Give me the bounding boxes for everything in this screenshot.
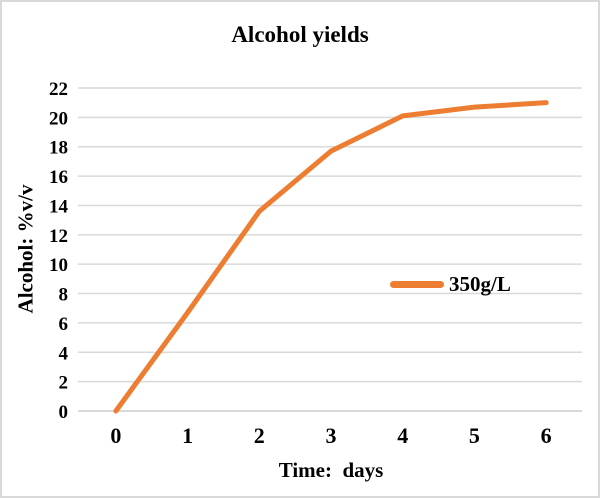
y-tick-label: 18 <box>49 138 68 159</box>
x-tick-label: 2 <box>254 423 265 448</box>
legend: 350g/L <box>390 274 511 295</box>
x-tick-label: 4 <box>397 423 408 448</box>
x-tick-label: 5 <box>469 423 480 448</box>
legend-line-swatch <box>390 281 444 288</box>
legend-label: 350g/L <box>449 272 511 296</box>
chart-title: Alcohol yields <box>231 22 369 47</box>
y-tick-label: 6 <box>59 314 69 335</box>
x-axis-title: Time: days <box>278 458 384 482</box>
y-tick-label: 0 <box>59 402 69 423</box>
y-tick-label: 16 <box>49 167 68 188</box>
y-tick-label: 20 <box>49 108 68 129</box>
y-tick-label: 10 <box>49 255 68 276</box>
x-tick-label: 1 <box>182 423 193 448</box>
x-tick-label: 0 <box>110 423 121 448</box>
y-tick-label: 8 <box>59 285 69 306</box>
x-tick-label: 6 <box>541 423 552 448</box>
x-tick-label: 3 <box>326 423 337 448</box>
y-tick-label: 22 <box>49 79 68 100</box>
y-tick-label: 14 <box>49 196 69 217</box>
y-tick-label: 2 <box>59 373 69 394</box>
y-tick-label: 12 <box>49 226 68 247</box>
series-line-350g/L <box>113 100 549 414</box>
y-tick-label: 4 <box>59 343 69 364</box>
